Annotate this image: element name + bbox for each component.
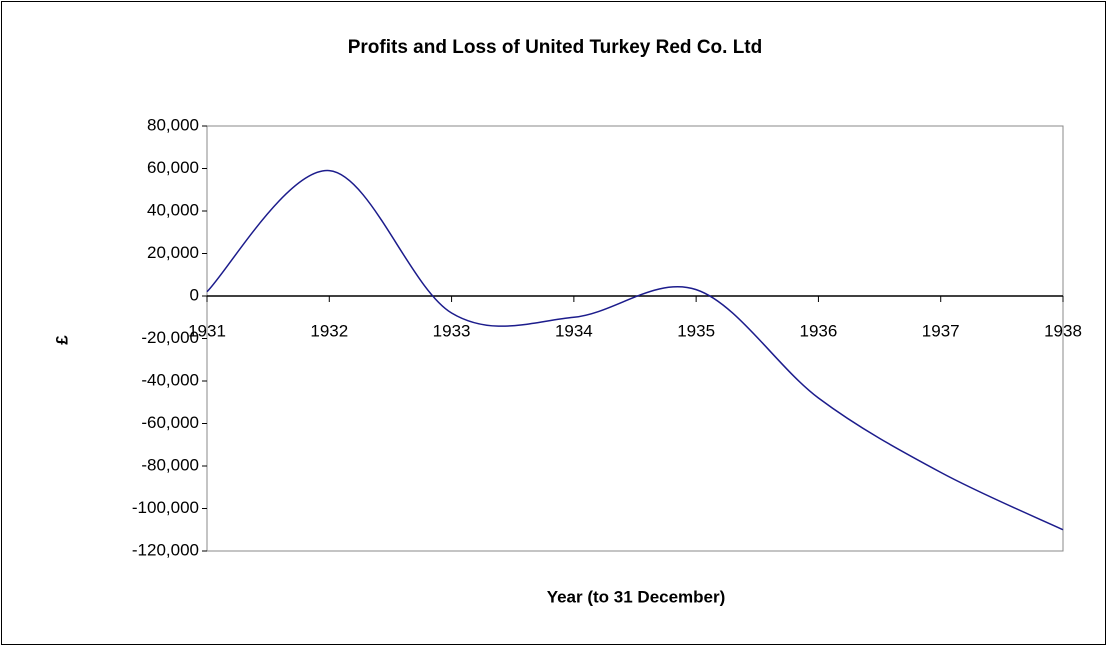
data-line	[206, 169, 1064, 531]
x-tick-label: 1932	[310, 321, 348, 340]
y-tick-label: -120,000	[132, 540, 199, 559]
x-tick-label: 1933	[433, 321, 471, 340]
y-tick-label: 40,000	[147, 200, 199, 219]
x-tick-label: 1934	[555, 321, 593, 340]
x-tick-label: 1931	[188, 321, 226, 340]
y-tick-label: 80,000	[147, 115, 199, 134]
x-tick-label: 1936	[800, 321, 838, 340]
y-tick-label: -40,000	[141, 370, 199, 389]
x-tick-label: 1935	[677, 321, 715, 340]
y-tick-label: 60,000	[147, 158, 199, 177]
y-tick-label: 20,000	[147, 243, 199, 262]
y-tick-label: -60,000	[141, 413, 199, 432]
y-axis-title: £	[52, 335, 71, 345]
x-axis-title: Year (to 31 December)	[547, 587, 726, 606]
y-tick-label: -100,000	[132, 498, 199, 517]
chart-title: Profits and Loss of United Turkey Red Co…	[348, 37, 763, 58]
y-tick-label: -20,000	[141, 328, 199, 347]
y-tick-label: 0	[190, 285, 199, 304]
x-tick-label: 1938	[1044, 321, 1082, 340]
y-tick-label: -80,000	[141, 455, 199, 474]
x-tick-label: 1937	[922, 321, 960, 340]
